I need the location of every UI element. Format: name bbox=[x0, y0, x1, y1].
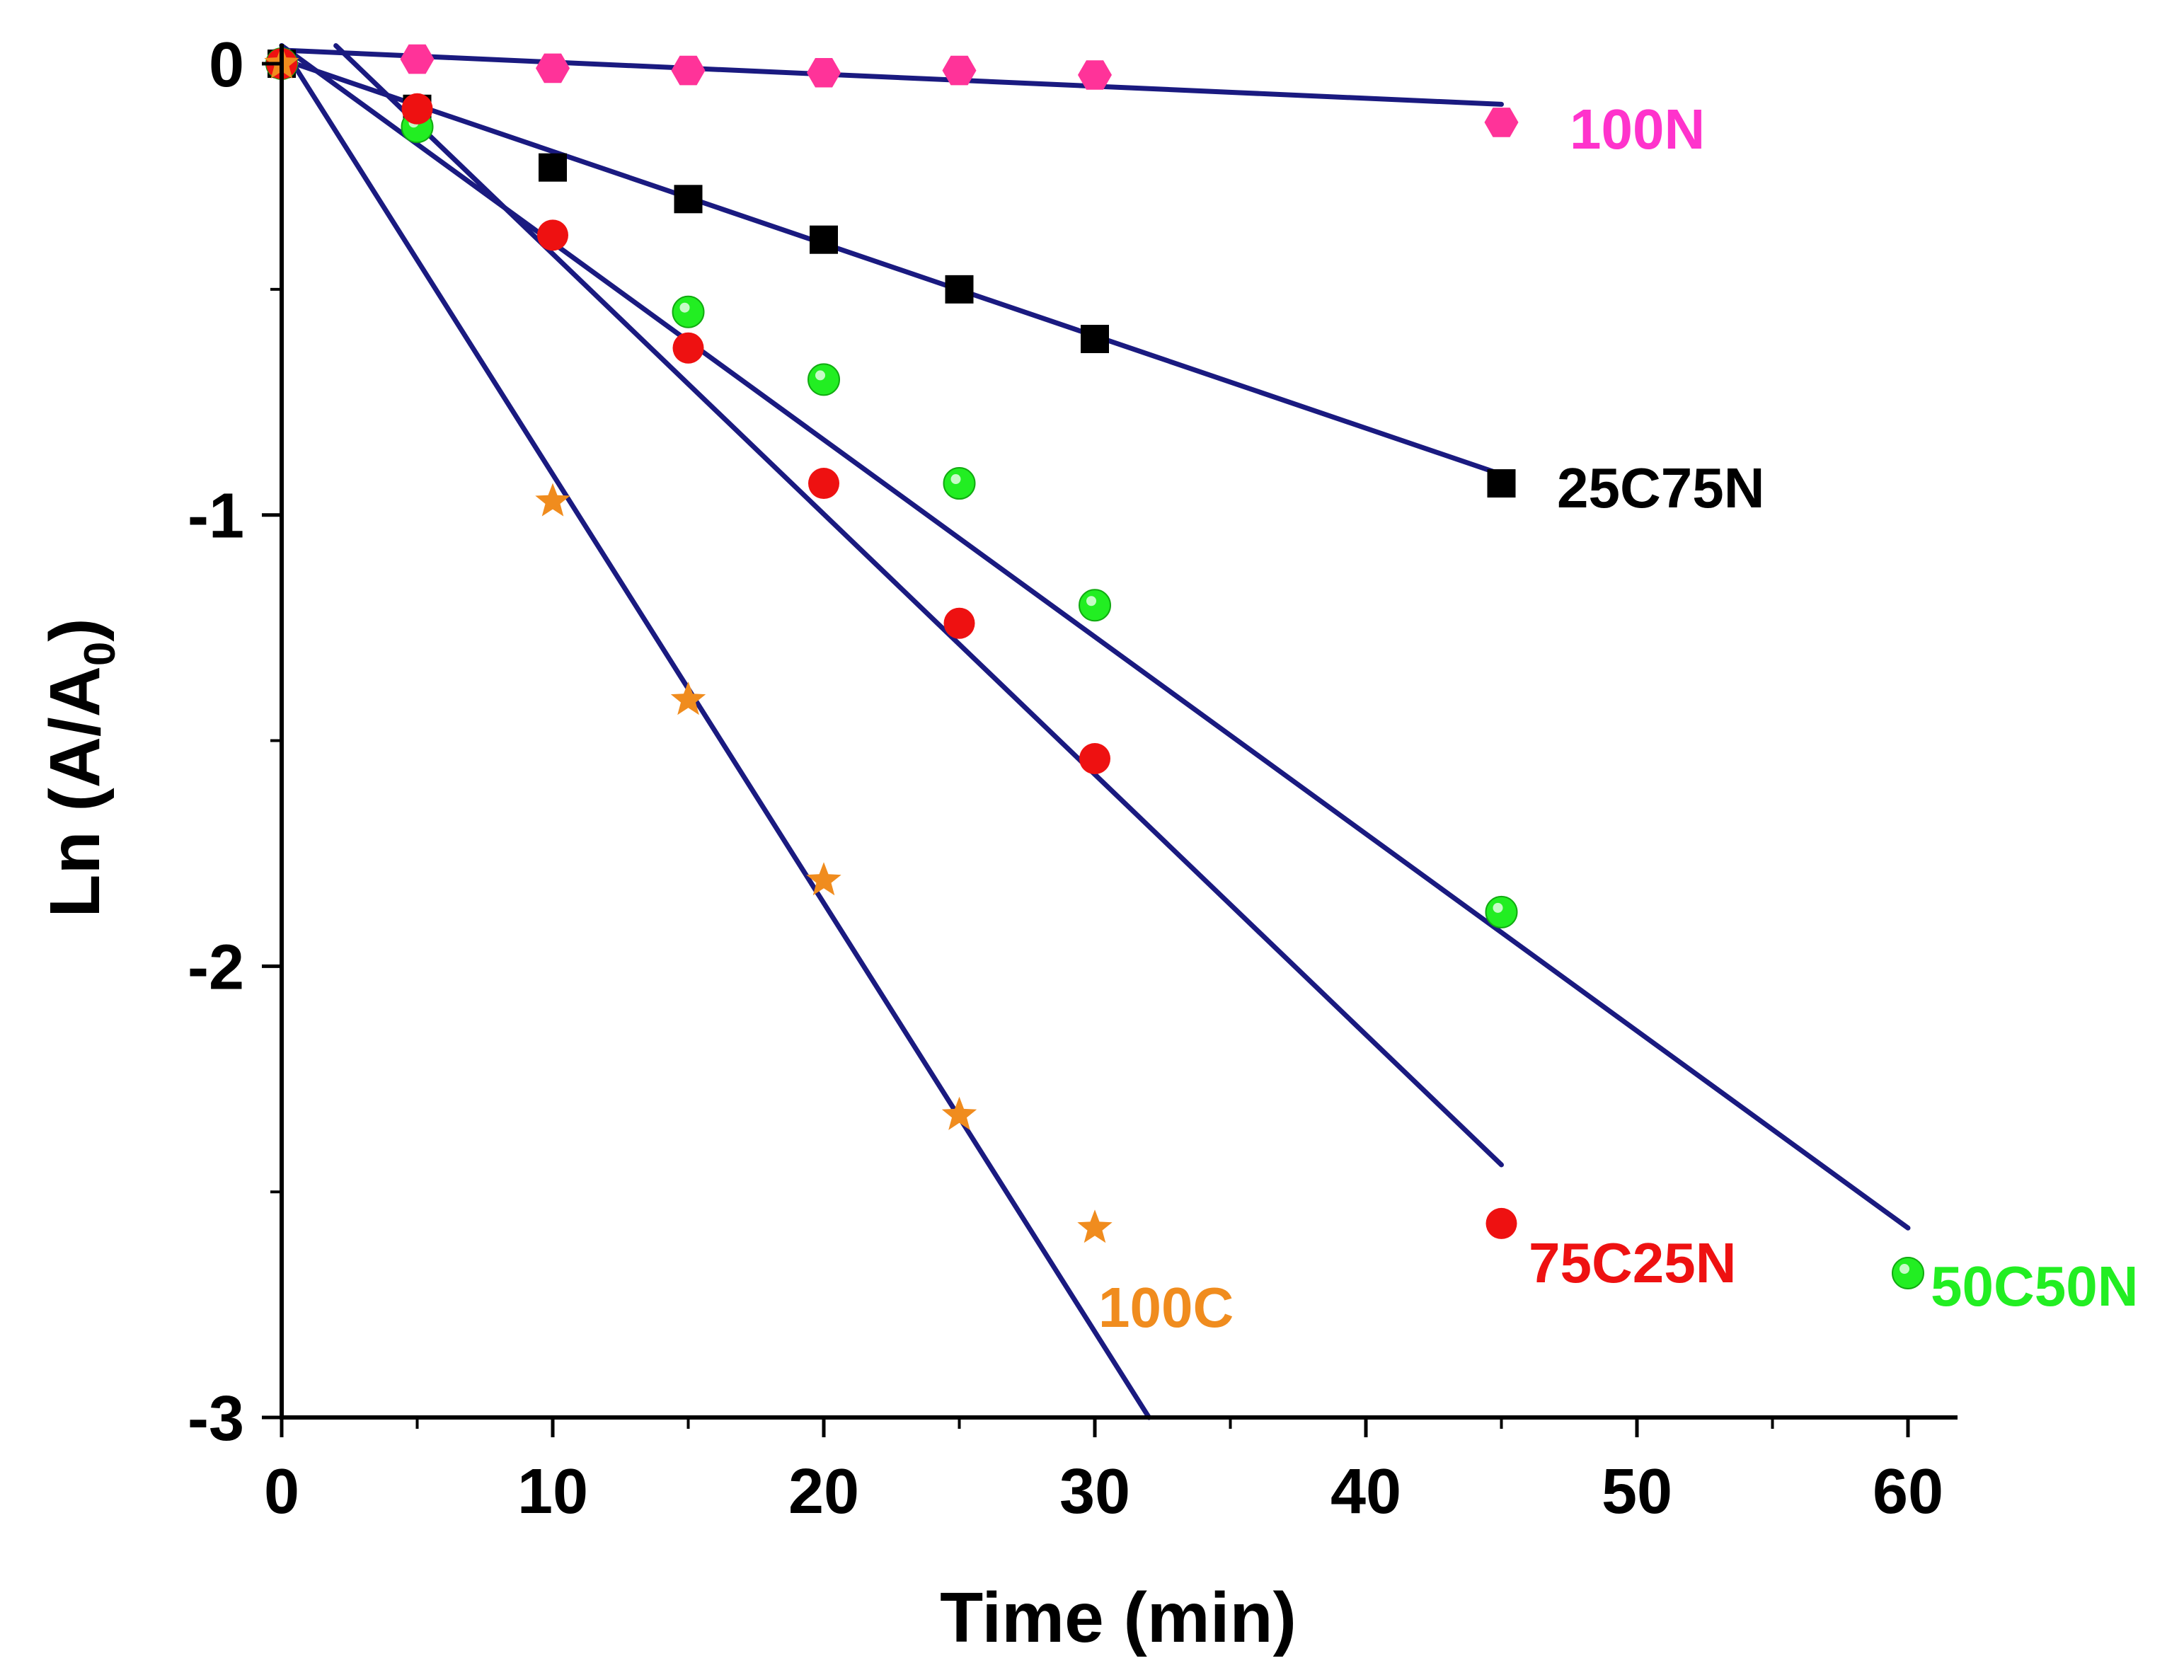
x-tick-label: 50 bbox=[1602, 1456, 1672, 1527]
y-axis-title-close: ) bbox=[35, 618, 115, 641]
data-point-100N bbox=[807, 58, 841, 88]
data-point-75C25N bbox=[1485, 1207, 1517, 1239]
y-tick-label: -3 bbox=[188, 1383, 244, 1454]
data-point-50C50N bbox=[1892, 1257, 1924, 1290]
x-tick-label: 0 bbox=[264, 1456, 299, 1527]
x-tick-label: 10 bbox=[517, 1456, 588, 1527]
data-point-50C50N bbox=[943, 467, 976, 500]
fit-line-75C25N bbox=[333, 42, 1504, 1168]
x-tick-label: 40 bbox=[1330, 1456, 1401, 1527]
series-label-100N: 100N bbox=[1570, 98, 1705, 161]
data-point-25C75N bbox=[539, 153, 567, 182]
data-point-50C50N-highlight bbox=[1493, 902, 1503, 913]
data-point-75C25N bbox=[672, 332, 704, 364]
x-tick-label: 60 bbox=[1873, 1456, 1943, 1527]
data-point-100C bbox=[670, 681, 706, 715]
data-point-50C50N bbox=[1079, 589, 1111, 622]
data-point-25C75N bbox=[674, 185, 703, 214]
data-point-100N bbox=[1484, 108, 1519, 137]
y-tick-label: 0 bbox=[209, 30, 244, 100]
data-point-100C bbox=[535, 483, 570, 517]
ticks: 0 10 20 30 40 50 60 0 -1 -2 -3 bbox=[188, 30, 1943, 1527]
series-labels: 100N 25C75N 50C50N 75C25N 100C bbox=[1098, 98, 2139, 1339]
data-point-25C75N bbox=[810, 225, 838, 254]
data-point-100N bbox=[671, 55, 706, 86]
data-point-100N bbox=[942, 55, 977, 86]
y-axis-title-subscript: 0 bbox=[76, 642, 125, 666]
data-point-100C bbox=[806, 862, 841, 896]
data-point-75C25N bbox=[401, 93, 433, 125]
y-axis-title-main: Ln (A/A bbox=[35, 666, 115, 917]
data-point-50C50N-highlight bbox=[679, 302, 690, 313]
fit-line-25C75N bbox=[279, 57, 1504, 477]
series-label-50C50N: 50C50N bbox=[1931, 1255, 2139, 1318]
data-point-50C50N bbox=[1485, 895, 1518, 928]
x-tick-label: 30 bbox=[1059, 1456, 1130, 1527]
data-point-75C25N bbox=[808, 468, 839, 500]
data-point-50C50N bbox=[672, 295, 705, 328]
data-point-50C50N-highlight bbox=[1086, 596, 1096, 606]
series-label-25C75N: 25C75N bbox=[1557, 456, 1765, 519]
data-point-50C50N-highlight bbox=[1899, 1264, 1909, 1275]
y-tick-label: -1 bbox=[188, 481, 244, 552]
data-point-75C25N bbox=[1079, 743, 1110, 775]
fit-line-50C50N bbox=[279, 42, 1911, 1231]
data-point-50C50N-highlight bbox=[815, 370, 825, 381]
x-axis-title: Time (min) bbox=[940, 1578, 1297, 1657]
y-tick-label: -2 bbox=[188, 932, 244, 1003]
y-axis-title: Ln (A/A0) bbox=[35, 618, 125, 917]
fit-line-100N bbox=[279, 47, 1504, 107]
data-point-50C50N bbox=[807, 363, 840, 396]
data-point-75C25N bbox=[943, 607, 975, 639]
fit-line-100C bbox=[279, 42, 1152, 1420]
data-point-25C75N bbox=[945, 275, 974, 304]
x-tick-label: 20 bbox=[788, 1456, 859, 1527]
data-point-100C bbox=[941, 1096, 977, 1130]
data-point-100C bbox=[1077, 1209, 1113, 1243]
series-label-100C: 100C bbox=[1098, 1276, 1234, 1339]
axes bbox=[280, 44, 1958, 1420]
data-point-25C75N bbox=[1081, 324, 1109, 353]
series-label-75C25N: 75C25N bbox=[1529, 1231, 1737, 1294]
data-point-100N bbox=[400, 44, 435, 74]
data-point-75C25N bbox=[537, 219, 568, 251]
data-point-100N bbox=[1078, 60, 1112, 90]
data-point-50C50N-highlight bbox=[950, 474, 961, 485]
data-points bbox=[264, 44, 1924, 1290]
data-point-25C75N bbox=[1487, 469, 1516, 498]
data-point-100N bbox=[536, 53, 570, 84]
